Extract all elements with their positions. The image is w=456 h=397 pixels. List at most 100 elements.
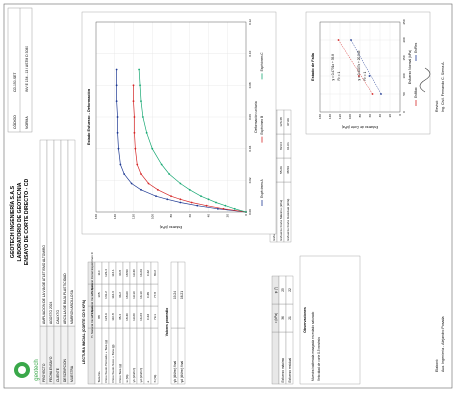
trend-equation: R² = 1 xyxy=(337,72,341,81)
table-cell-text: 116.3 xyxy=(111,291,115,299)
table-cell-text: 124.6 xyxy=(104,313,108,321)
data-point xyxy=(139,84,141,87)
data-point xyxy=(123,173,126,175)
data-point xyxy=(140,173,142,175)
x-tick-label: 0.02 xyxy=(248,177,252,183)
signature-right-role: Revisó: xyxy=(435,100,439,112)
average-title: Valores promedio xyxy=(165,308,169,336)
data-point xyxy=(132,100,135,103)
y-tick-label: 40 xyxy=(378,114,382,118)
data-point xyxy=(115,84,118,87)
table-cell-text: 18.60 xyxy=(125,291,129,299)
y-tick-label: 60 xyxy=(188,214,192,218)
data-point xyxy=(168,173,171,175)
x-tick-label: 0.08 xyxy=(248,82,252,88)
y-tick-label: 60 xyxy=(368,114,372,118)
table-cell xyxy=(150,261,159,285)
table-cell-text: γh (kN/m³) final xyxy=(173,361,177,383)
table-cell-text: w (%) xyxy=(125,375,129,383)
table-cell-text: 0.62 xyxy=(146,270,150,276)
table-cell xyxy=(283,109,292,135)
data-point xyxy=(117,147,120,150)
data-point xyxy=(145,131,148,134)
data-point xyxy=(136,163,139,166)
data-point xyxy=(134,147,137,150)
table-cell-text: 16.23 xyxy=(139,313,143,321)
project-value-cell xyxy=(46,139,55,327)
project-label: CLIENTE xyxy=(56,367,60,382)
table-cell-text: H. Natural Inicial Espécimen A xyxy=(90,295,94,338)
table-cell-text: 79.1 xyxy=(153,314,157,320)
header: GEOTECH INGENIERÍA S.A.S LABORATORIO DE … xyxy=(7,7,33,265)
table-cell-text: 123.48 xyxy=(279,117,283,127)
legend-label: Espécimen A xyxy=(260,179,264,198)
table-cell-text: 0.63 xyxy=(146,314,150,320)
table-cell-text: 19.24 xyxy=(173,291,177,299)
logo-text: geotech xyxy=(34,359,40,380)
y-tick-label: 140 xyxy=(328,114,332,119)
data-point xyxy=(115,68,118,71)
project-value: AGOSTO 2024 xyxy=(49,302,53,324)
table-cell-text: 16.10 xyxy=(139,291,143,299)
table-cell-text: Esfuerzo máximo xyxy=(281,358,285,383)
project-label: FECHA ENSAYO xyxy=(49,356,53,382)
chart-title: Estado de Falla xyxy=(311,52,315,81)
table-cell xyxy=(285,275,294,305)
table-cell-text: 131.2 xyxy=(104,291,108,299)
table-cell-text: 105 xyxy=(97,292,101,297)
y-tick-label: 120 xyxy=(132,214,136,219)
data-point xyxy=(140,100,142,103)
data-point xyxy=(166,198,169,201)
table-cell-text: 110 xyxy=(97,270,101,275)
data-point xyxy=(133,131,136,134)
trend-equation: y = 0.4731x + 35.8 xyxy=(331,54,335,81)
table-cell-text: 19.30 xyxy=(132,269,136,277)
y-tick-label: 0 xyxy=(244,214,248,216)
legend-label: Espécimen C xyxy=(260,52,264,72)
data-point xyxy=(147,182,150,185)
table-cell-text: H. Natural Inicial Espécimen B xyxy=(90,274,94,316)
data-point xyxy=(132,84,135,87)
table-cell-text: 34.8 xyxy=(118,270,122,276)
table-cell-text: 18.50 xyxy=(125,269,129,277)
y-tick-label: 40 xyxy=(207,214,211,218)
plot-area xyxy=(319,21,401,113)
logo: geotech xyxy=(14,359,40,381)
y-tick-label: 80 xyxy=(169,214,173,218)
observations-title: Observaciones xyxy=(303,307,307,333)
project-label: MUESTRA xyxy=(70,365,74,382)
x-axis-label: Esfuerzo Normal (kPa) xyxy=(408,50,412,84)
project-value: MARRON ARCILLOSA xyxy=(70,289,74,324)
table-cell-text: H. Natural Inicial Espécimen C xyxy=(90,251,94,294)
table-cell-text: 77.8 xyxy=(153,292,157,298)
data-point xyxy=(188,188,191,191)
data-point xyxy=(138,68,141,71)
data-point xyxy=(133,116,136,118)
table-cell-text: φ (°) xyxy=(274,287,278,293)
chart-frame xyxy=(81,11,277,235)
x-tick-label: 0.00 xyxy=(248,209,252,215)
code-label: CÓDIGO xyxy=(12,115,17,129)
table-cell-text: 88 xyxy=(97,315,101,319)
table-cell-text: 36 xyxy=(281,316,285,320)
table-cell xyxy=(271,331,280,385)
project-info: PROYECTO AMPLIACION DE LA VIA DE ATLETISM… xyxy=(39,139,76,385)
trend-equation: R² = 1 xyxy=(363,72,367,81)
data-point xyxy=(215,201,217,204)
table-cell-text: 36.2 xyxy=(118,292,122,298)
y-tick-label: 160 xyxy=(94,214,98,219)
table-cell xyxy=(177,261,186,329)
initial-table-title: LECTURA INICIAL (CORTE CD 5 KPA) xyxy=(82,299,86,364)
table-cell-text: Peso Suelo Húmedo + Tara (g) xyxy=(104,340,108,383)
data-point xyxy=(130,182,133,185)
data-point xyxy=(179,182,182,185)
table-cell-text: 55.26 xyxy=(279,166,283,174)
data-point xyxy=(119,163,122,166)
data-point xyxy=(116,116,119,118)
x-tick-label: 0.12 xyxy=(248,19,252,25)
x-tick-label: 200 xyxy=(402,37,406,42)
data-point xyxy=(156,188,159,191)
y-tick-label: 100 xyxy=(150,214,154,219)
table-cell-text: 25 xyxy=(281,288,285,292)
